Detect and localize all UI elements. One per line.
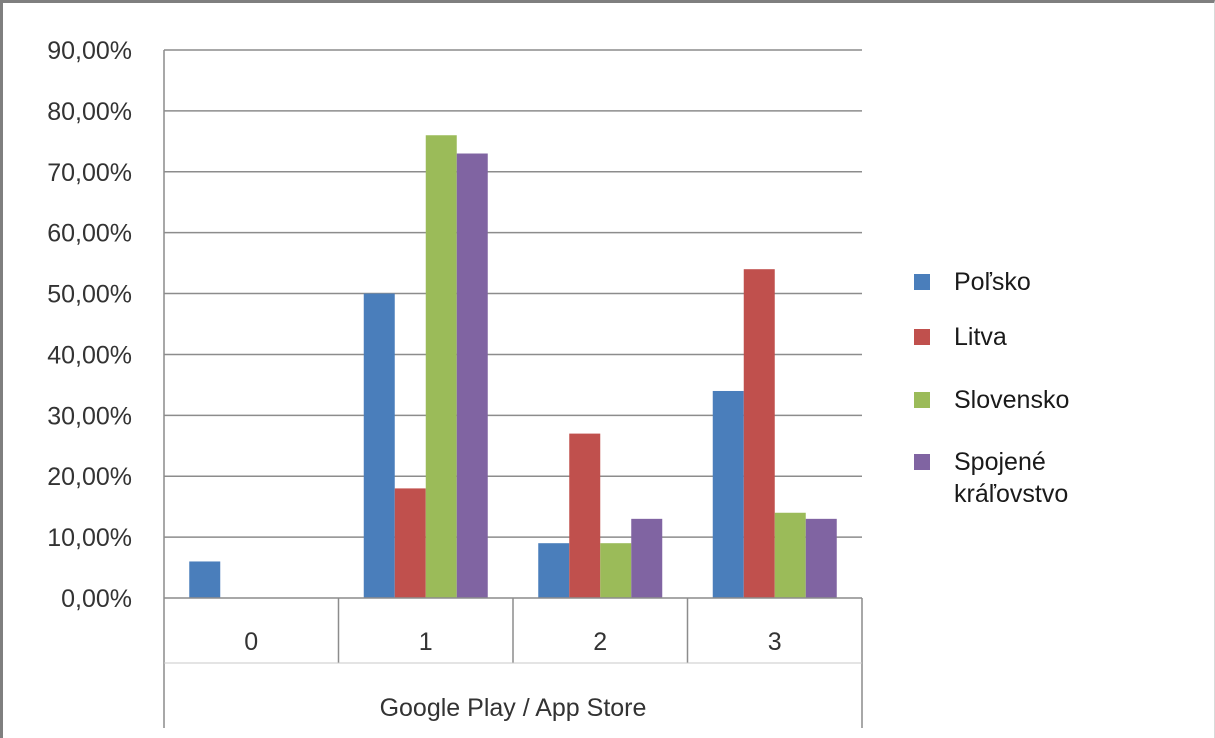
bar-3-cat-1: [425, 135, 457, 598]
y-tick-label: 0,00%: [61, 585, 132, 613]
axes: [163, 50, 863, 728]
legend-swatch: [914, 329, 930, 345]
y-tick-label: 90,00%: [47, 37, 132, 65]
x-category-label: 2: [593, 628, 607, 656]
bar-1-cat-1: [363, 293, 395, 598]
bar-3-cat-3: [774, 512, 806, 598]
bar-4-cat-2: [631, 518, 663, 598]
x-axis-categories: 0 1 2 3: [244, 628, 781, 656]
y-axis-ticks: 0,00% 10,00% 20,00% 30,00% 40,00% 50,00% 60,00…: [47, 37, 132, 613]
x-category-label: 3: [768, 628, 782, 656]
gridlines: [164, 49, 862, 538]
y-tick-label: 50,00%: [47, 281, 132, 309]
bar-1-cat-3: [712, 390, 744, 598]
y-tick-label: 80,00%: [47, 98, 132, 126]
x-axis-title: Google Play / App Store: [380, 694, 647, 722]
bar-2-cat-1: [394, 488, 426, 598]
legend: Poľsko Litva Slovensko Spojené kráľovstvo: [914, 268, 1069, 508]
bar-2-cat-2: [569, 433, 601, 598]
legend-label: Litva: [954, 323, 1007, 351]
bar-2-cat-3: [743, 269, 775, 598]
bars: [189, 135, 837, 598]
x-category-label: 1: [419, 628, 433, 656]
y-tick-label: 30,00%: [47, 402, 132, 430]
legend-label: Spojené kráľovstvo: [954, 448, 1068, 508]
bar-1-cat-2: [538, 543, 570, 598]
legend-swatch: [914, 454, 930, 470]
bar-4-cat-1: [456, 153, 488, 598]
legend-swatch: [914, 274, 930, 290]
y-tick-label: 20,00%: [47, 463, 132, 491]
x-category-label: 0: [244, 628, 258, 656]
bar-1-cat-0: [189, 561, 221, 598]
y-tick-label: 40,00%: [47, 341, 132, 369]
legend-label: Slovensko: [954, 386, 1069, 414]
bar-3-cat-2: [600, 543, 632, 598]
y-tick-label: 10,00%: [47, 524, 132, 552]
legend-label: Poľsko: [954, 268, 1031, 296]
y-tick-label: 70,00%: [47, 159, 132, 187]
legend-swatch: [914, 392, 930, 408]
bar-4-cat-3: [805, 518, 837, 598]
y-tick-label: 60,00%: [47, 220, 132, 248]
